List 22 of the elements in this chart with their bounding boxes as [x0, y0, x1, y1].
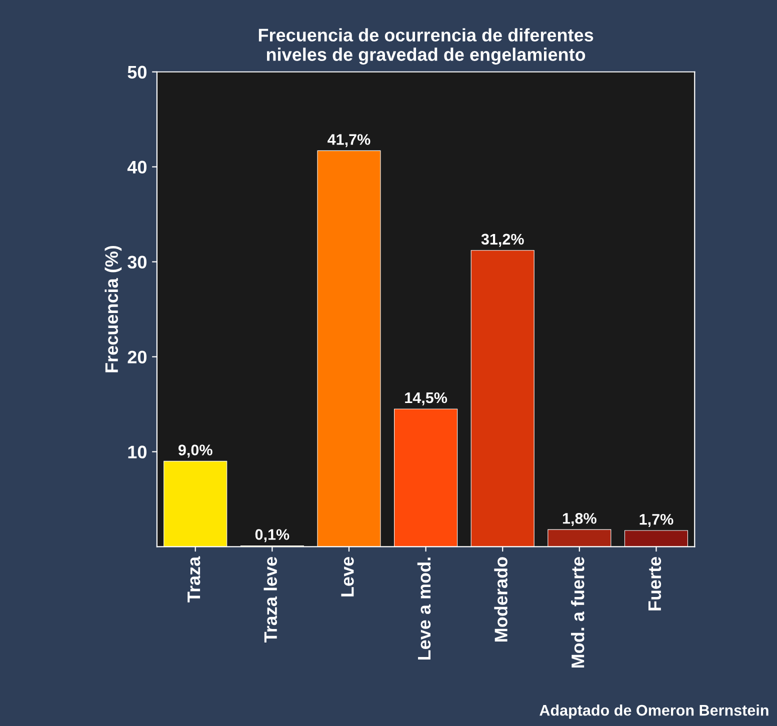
data-label: 9,0% [178, 444, 212, 458]
x-tick-label: Leve a mod. [417, 558, 431, 660]
data-label: 41,7% [328, 134, 370, 148]
y-tick-label: 30 [128, 256, 146, 269]
y-tick-label: 40 [127, 160, 146, 174]
x-tick-label: Traza [188, 556, 200, 602]
x-tick-label: Fuerte [648, 557, 662, 610]
data-label: 0,1% [255, 529, 290, 542]
x-tick-label: Mod. a fuerte [571, 557, 584, 668]
y-tick-label: 10 [128, 446, 146, 458]
data-label: 31,2% [481, 234, 524, 247]
x-tick-label: Moderado [494, 557, 508, 642]
y-tick-label: 20 [128, 350, 146, 364]
chart-title: Frecuencia de ocurrencia de diferentes niveles de gravedad de engelamiento [258, 28, 594, 65]
y-axis-title: Frecuencia (%) [104, 246, 122, 372]
data-label: 1,7% [640, 514, 674, 527]
y-tick-label: 50 [128, 66, 146, 79]
data-label: 14,5% [405, 392, 448, 406]
text: Adaptado de Omeron Bernstein [540, 704, 768, 719]
x-tick-label: Traza leve [264, 557, 278, 643]
data-label: 1,8% [562, 512, 596, 526]
x-tick-label: Leve [341, 557, 354, 596]
